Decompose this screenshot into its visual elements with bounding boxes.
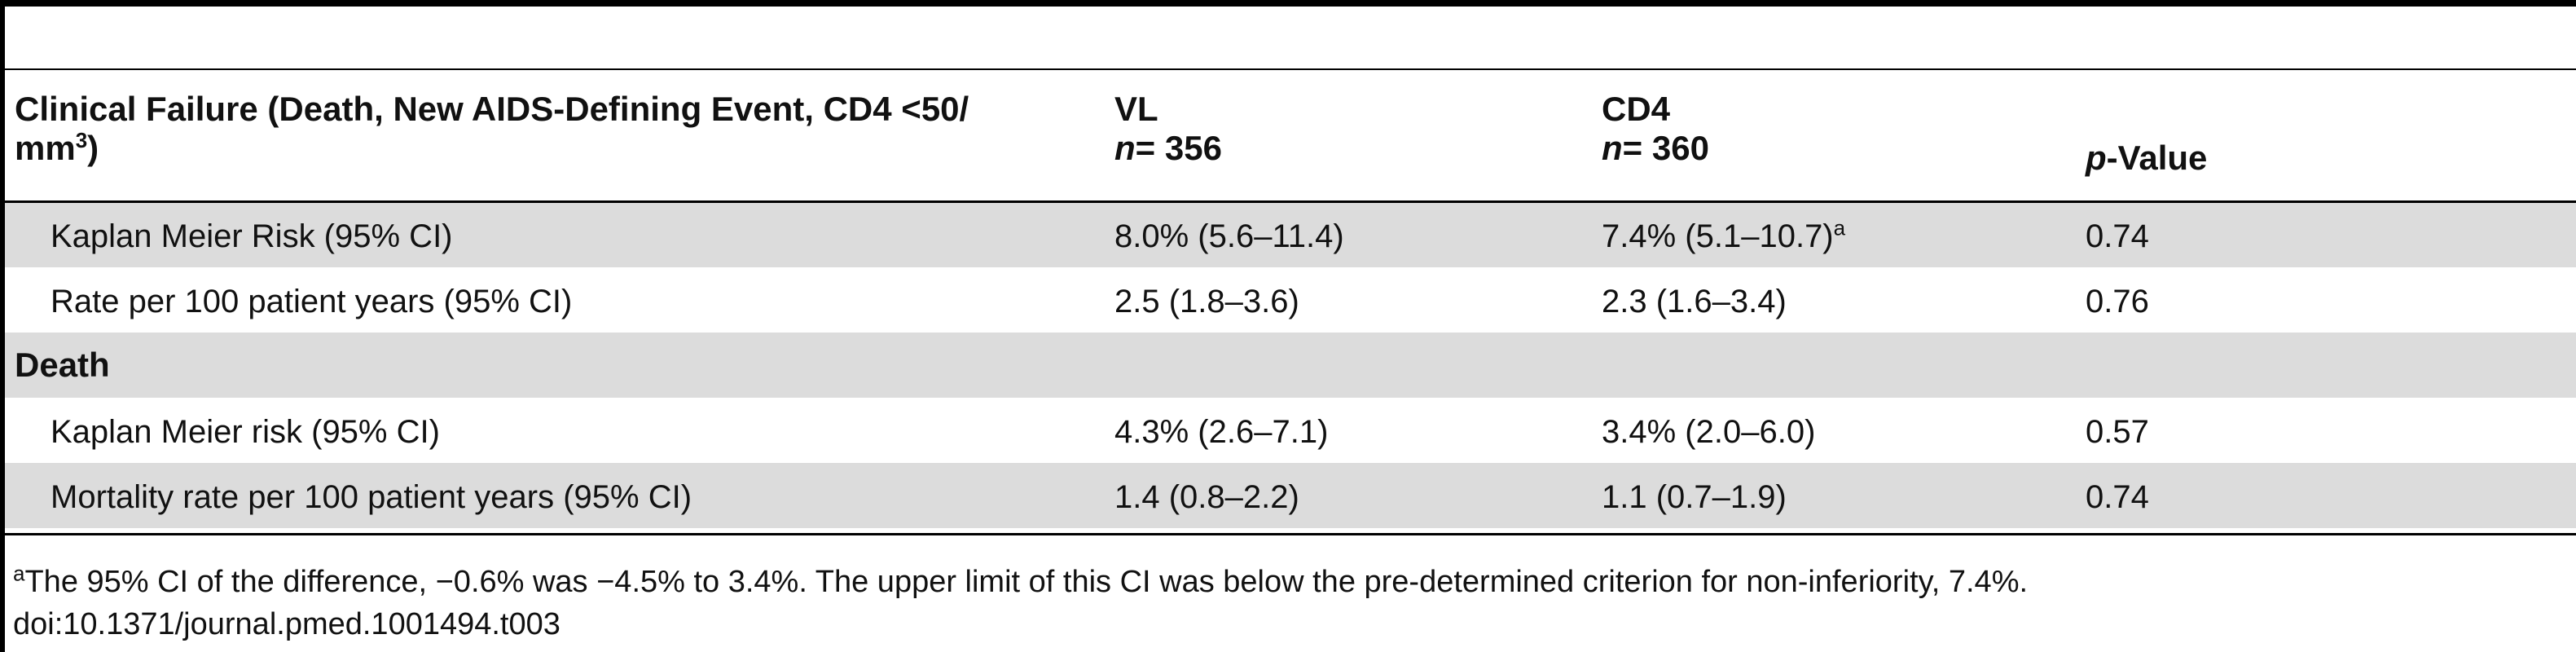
footnote-marker: a xyxy=(13,561,25,586)
header-cd4-n-value: = 360 xyxy=(1622,129,1709,167)
row-cd4-value: 3.4% (2.0–6.0) xyxy=(1602,414,1816,450)
row-label: Kaplan Meier risk (95% CI) xyxy=(51,414,440,450)
table-bottom-rule xyxy=(5,533,2576,535)
header-cd4: CD4 n= 360 xyxy=(1602,90,1709,168)
row-cd4-text: 7.4% (5.1–10.7) xyxy=(1602,218,1834,254)
table-top-rule xyxy=(0,0,2576,7)
header-vl-n-label: n xyxy=(1114,129,1136,167)
row-p-value: 0.76 xyxy=(2086,284,2149,319)
row-p-value: 0.74 xyxy=(2086,479,2149,515)
header-clinical-failure-tail: ) xyxy=(87,129,99,167)
table-left-rule xyxy=(0,0,5,652)
table-row-band xyxy=(5,463,2576,528)
header-cd4-label: CD4 xyxy=(1602,90,1671,128)
table-row-band xyxy=(5,203,2576,267)
footnote-marker: a xyxy=(1833,215,1846,240)
row-label: Kaplan Meier Risk (95% CI) xyxy=(51,218,453,254)
header-cd4-n-label: n xyxy=(1602,129,1623,167)
header-superscript: 3 xyxy=(75,128,88,152)
header-p-italic: p xyxy=(2086,139,2107,177)
header-bottom-rule xyxy=(5,200,2576,203)
row-cd4-value: 7.4% (5.1–10.7)a xyxy=(1602,218,1845,254)
row-label: Mortality rate per 100 patient years (95… xyxy=(51,479,692,515)
footnote-text: The 95% CI of the difference, −0.6% was … xyxy=(24,565,2029,599)
row-vl-value: 4.3% (2.6–7.1) xyxy=(1114,414,1329,450)
row-p-value: 0.74 xyxy=(2086,218,2149,254)
section-heading-death: Death xyxy=(15,346,110,384)
header-clinical-failure: Clinical Failure (Death, New AIDS-Defini… xyxy=(15,90,969,168)
header-p-value: p-Value xyxy=(2086,139,2207,178)
header-clinical-failure-line1: Clinical Failure (Death, New AIDS-Defini… xyxy=(15,90,969,128)
row-label: Rate per 100 patient years (95% CI) xyxy=(51,284,573,319)
row-vl-value: 1.4 (0.8–2.2) xyxy=(1114,479,1299,515)
row-vl-value: 8.0% (5.6–11.4) xyxy=(1114,218,1344,254)
row-vl-value: 2.5 (1.8–3.6) xyxy=(1114,284,1299,319)
row-p-value: 0.57 xyxy=(2086,414,2149,450)
section-band xyxy=(5,333,2576,398)
header-vl: VL n= 356 xyxy=(1114,90,1222,168)
row-cd4-value: 1.1 (0.7–1.9) xyxy=(1602,479,1787,515)
header-p-rest: -Value xyxy=(2106,139,2208,177)
table-footnote: aThe 95% CI of the difference, −0.6% was… xyxy=(13,561,2029,600)
header-vl-n-value: = 356 xyxy=(1135,129,1222,167)
row-cd4-value: 2.3 (1.6–3.4) xyxy=(1602,284,1787,319)
doi-text: doi:10.1371/journal.pmed.1001494.t003 xyxy=(13,607,560,641)
table-header-rule xyxy=(5,68,2576,70)
header-clinical-failure-unit: mm xyxy=(15,129,76,167)
header-vl-label: VL xyxy=(1114,90,1158,128)
